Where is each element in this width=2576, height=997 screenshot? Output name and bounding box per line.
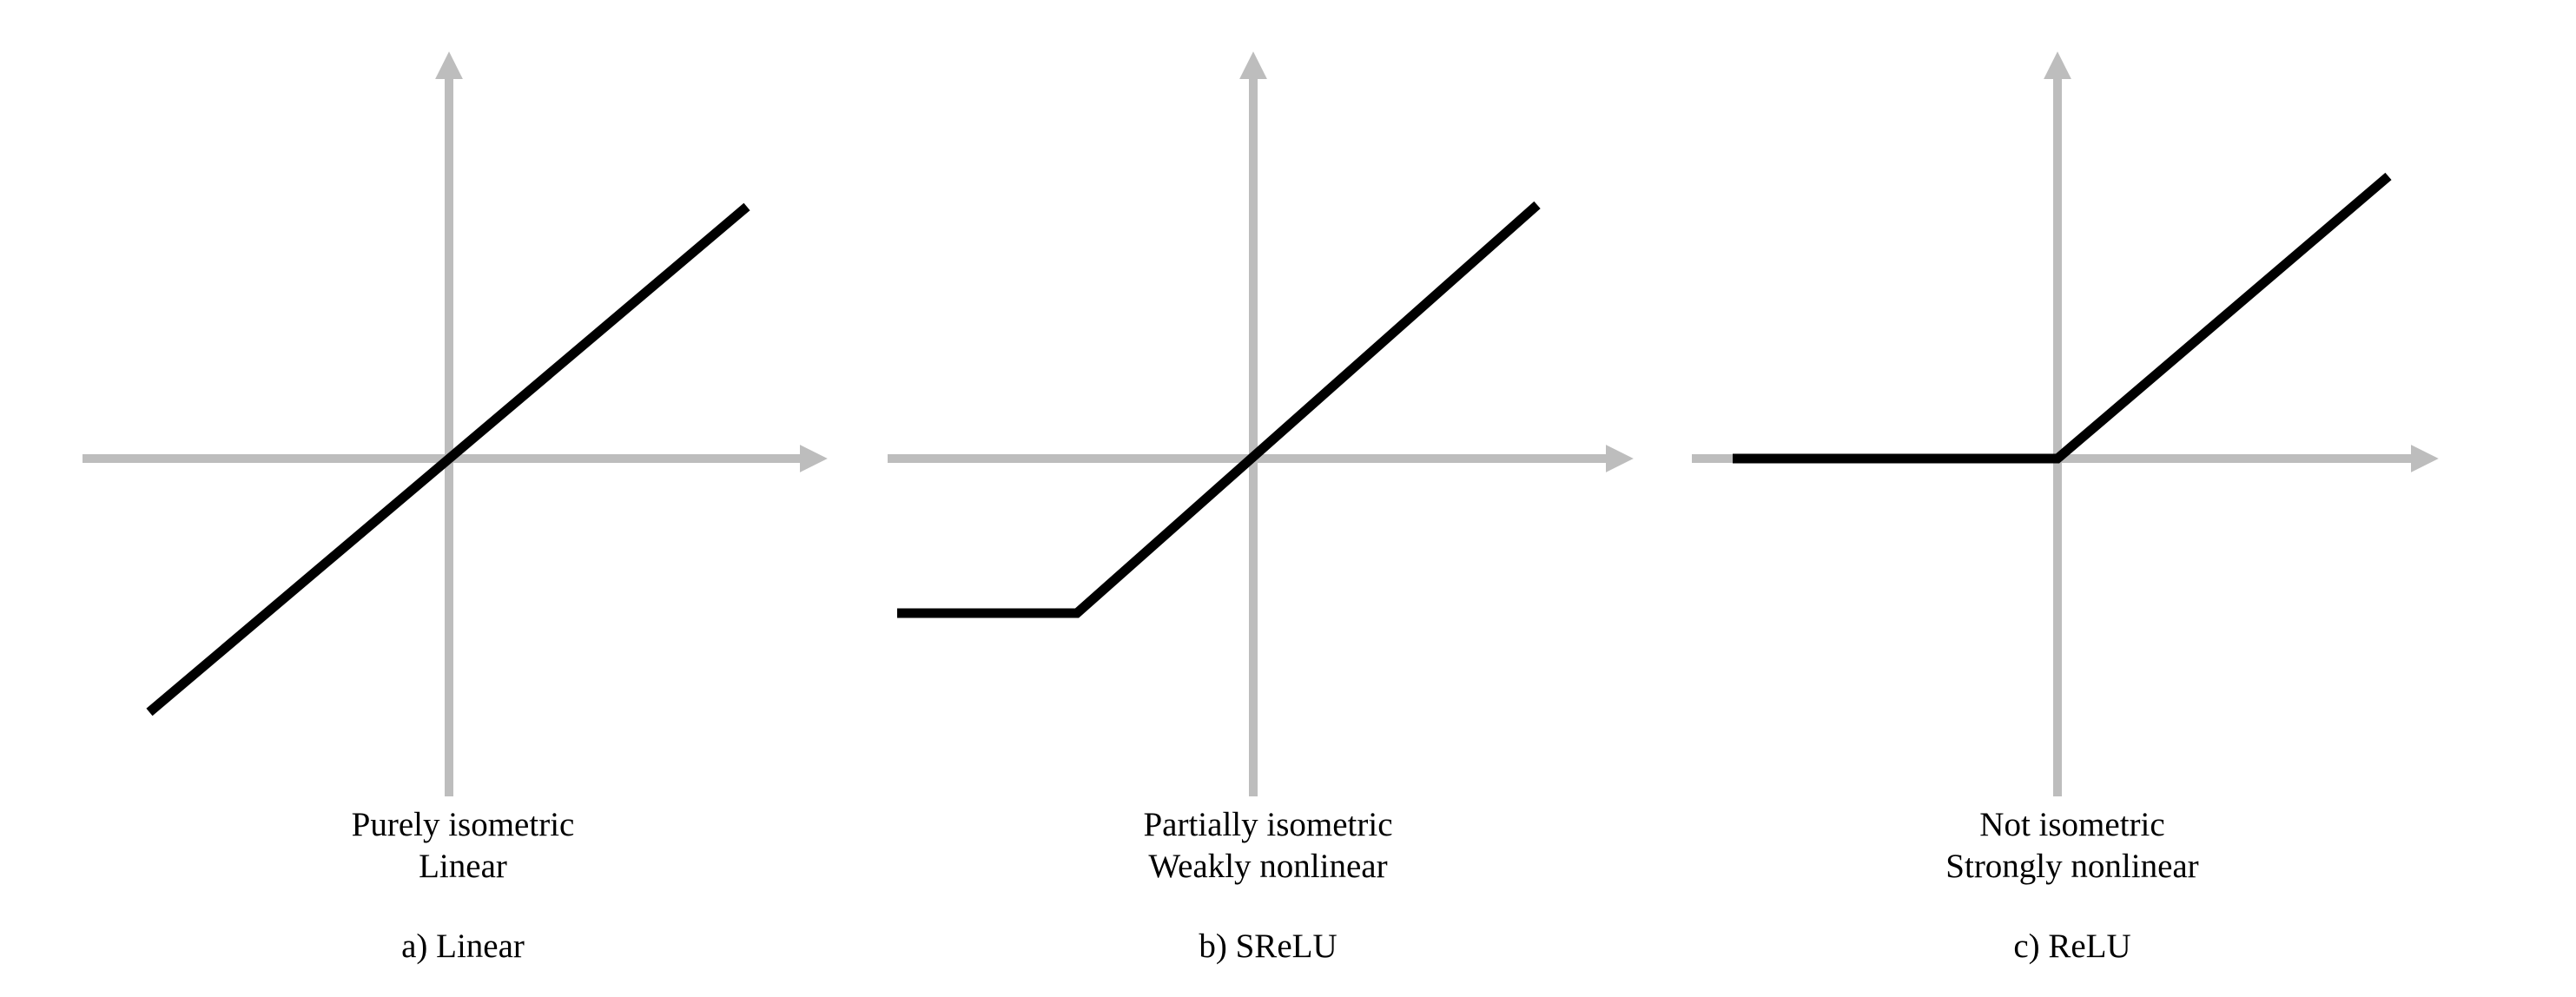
- panel-description-line-1: Partially isometric: [1143, 806, 1392, 843]
- panel-description-line-2: Linear: [419, 848, 507, 885]
- relu-curve: [1733, 172, 2392, 464]
- panel-relu: Not isometric Strongly nonlinear c) ReLU: [1692, 51, 2439, 965]
- panel-description-line-2: Weakly nonlinear: [1148, 848, 1387, 885]
- panel-description-line-1: Not isometric: [1979, 806, 2164, 843]
- linear-curve: [146, 202, 750, 716]
- panel-linear: Purely isometric Linear a) Linear: [83, 51, 828, 965]
- panel-label: a) Linear: [401, 928, 525, 965]
- panel-srelu: Partially isometric Weakly nonlinear b) …: [888, 51, 1634, 965]
- srelu-curve: [897, 201, 1541, 618]
- panel-description-line-2: Strongly nonlinear: [1945, 848, 2198, 885]
- panel-description-line-1: Purely isometric: [352, 806, 575, 843]
- panel-label: c) ReLU: [2013, 928, 2130, 965]
- panel-label: b) SReLU: [1199, 928, 1337, 965]
